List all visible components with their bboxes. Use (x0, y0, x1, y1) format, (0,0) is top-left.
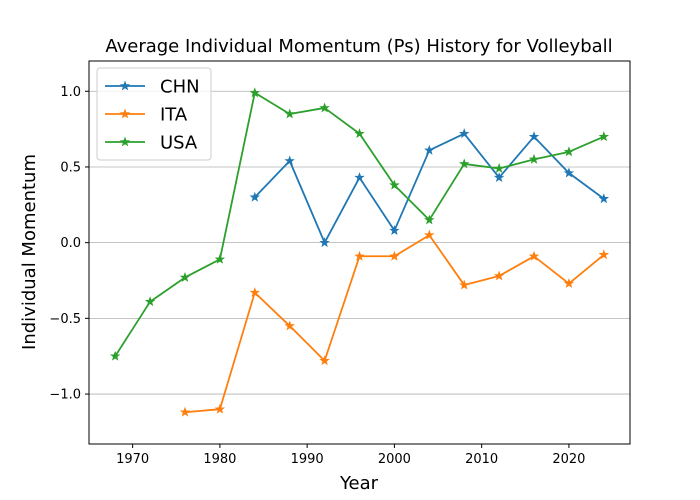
data-point (319, 355, 330, 366)
data-point (214, 403, 226, 414)
data-point (598, 131, 610, 142)
data-point (389, 225, 400, 235)
y-axis-label: Individual Momentum (19, 154, 40, 350)
data-point (598, 193, 610, 204)
legend-box (96, 67, 212, 161)
data-point (389, 179, 400, 190)
x-tick-label: 1980 (203, 452, 236, 467)
plot-frame (88, 60, 631, 445)
series-layer (109, 87, 610, 417)
legend: CHN ITA USA (96, 67, 212, 161)
series-usa (109, 87, 610, 361)
legend-marker (119, 108, 131, 119)
x-tick-label: 1970 (116, 452, 149, 467)
data-point (563, 167, 575, 178)
data-point (424, 144, 435, 155)
x-axis-label: Year (339, 473, 379, 494)
data-point (109, 350, 121, 361)
data-point (528, 131, 540, 142)
data-point (424, 229, 435, 240)
data-point (319, 237, 330, 248)
legend-label: CHN (160, 77, 200, 98)
y-tick-label: −1.0 (49, 388, 81, 403)
y-tick-label: −0.5 (49, 312, 81, 327)
data-point (144, 296, 156, 307)
data-point (563, 146, 575, 157)
legend-item-usa: USA (105, 133, 198, 154)
x-tick-label: 2020 (552, 452, 585, 467)
data-point (493, 163, 505, 173)
data-point (458, 158, 470, 169)
chart-title: Average Individual Momentum (Ps) History… (105, 36, 612, 57)
data-point (249, 191, 261, 202)
data-point (179, 406, 191, 417)
data-point (284, 155, 295, 166)
legend-marker (119, 80, 131, 91)
data-point (528, 153, 540, 164)
data-point (493, 270, 505, 281)
data-point (319, 102, 330, 113)
x-tick-label: 2010 (465, 452, 498, 467)
data-point (214, 253, 226, 264)
y-tick-label: 0.5 (60, 160, 81, 175)
data-point (493, 172, 505, 182)
data-point (354, 128, 365, 139)
legend-item-ita: ITA (105, 105, 188, 126)
y-tick-label: 1.0 (60, 85, 81, 100)
data-point (179, 272, 191, 282)
x-axis: 1970 1980 1990 2000 2010 2020 (116, 444, 585, 467)
series-chn (249, 128, 610, 248)
x-tick-label: 1990 (291, 452, 324, 467)
data-point (528, 250, 540, 261)
data-point (598, 249, 610, 260)
legend-label: ITA (160, 105, 188, 126)
data-point (458, 279, 470, 290)
series-ita (179, 229, 610, 417)
data-point (563, 278, 575, 288)
data-point (458, 128, 470, 139)
legend-label: USA (160, 133, 198, 154)
data-point (249, 87, 261, 98)
data-point (354, 172, 365, 182)
legend-marker (119, 136, 131, 147)
data-point (424, 214, 435, 225)
data-point (284, 108, 295, 119)
data-point (389, 250, 400, 261)
data-point (284, 320, 295, 331)
x-tick-label: 2000 (378, 452, 411, 467)
y-axis: −1.0 −0.5 0.0 0.5 1.0 (49, 85, 89, 403)
y-tick-label: 0.0 (60, 236, 81, 251)
data-point (354, 250, 365, 261)
legend-item-chn: CHN (105, 77, 200, 98)
grid-lines (89, 90, 630, 395)
data-point (249, 287, 261, 298)
